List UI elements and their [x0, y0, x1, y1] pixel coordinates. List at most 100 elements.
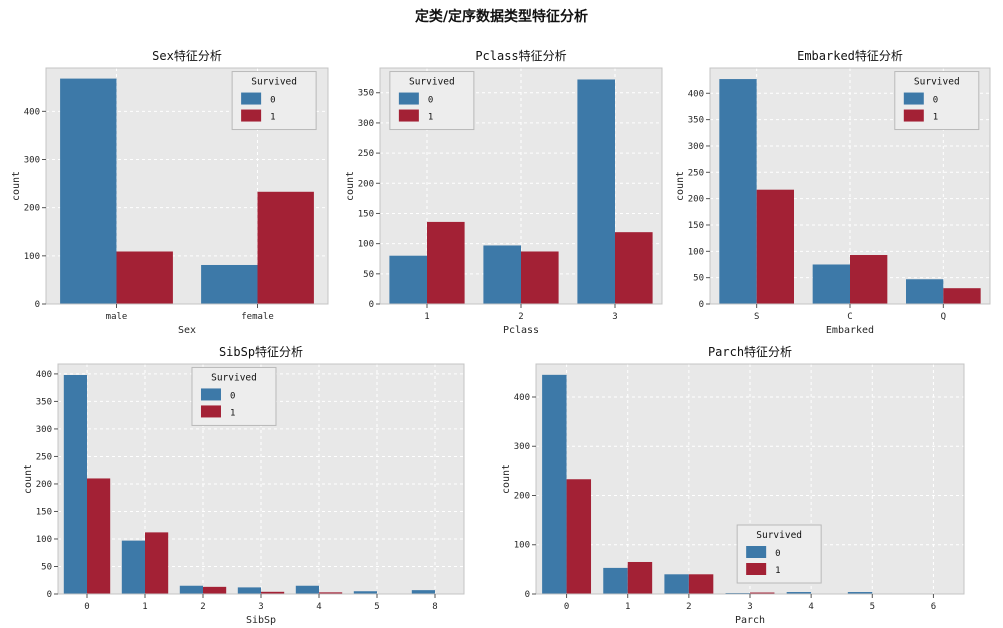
x-tick-label: 3: [258, 602, 263, 612]
legend: Survived 0 1: [389, 71, 475, 131]
y-tick-label: 200: [358, 179, 374, 189]
bar: [756, 189, 794, 304]
legend-swatch: [200, 405, 221, 418]
x-tick-label: 4: [808, 602, 813, 612]
bar: [719, 79, 757, 304]
y-tick-label: 100: [514, 541, 530, 551]
bar: [906, 279, 944, 304]
y-tick-label: 300: [358, 119, 374, 129]
legend-swatch: [398, 109, 419, 122]
y-tick-label: 150: [36, 507, 52, 517]
bar: [203, 586, 227, 594]
bar: [664, 574, 689, 594]
bar: [483, 245, 521, 304]
x-tick-label: 6: [931, 602, 936, 612]
bar: [786, 592, 812, 594]
x-tick-label: C: [847, 312, 852, 322]
y-tick-label: 300: [688, 142, 704, 152]
legend-label: 0: [428, 96, 433, 106]
legend-label: 0: [933, 96, 938, 106]
x-tick-label: 3: [747, 602, 752, 612]
y-tick-label: 50: [41, 562, 52, 572]
bar: [566, 479, 592, 594]
bar: [116, 251, 173, 304]
y-tick-label: 0: [47, 590, 52, 600]
x-tick-label: S: [754, 312, 759, 322]
y-tick-label: 50: [363, 270, 374, 280]
y-axis-label: count: [11, 171, 22, 201]
x-tick-label: 8: [432, 602, 437, 612]
legend-label: 1: [230, 408, 235, 418]
legend-label: 0: [775, 549, 780, 559]
x-tick-label: 2: [200, 602, 205, 612]
bar: [812, 264, 850, 304]
y-tick-label: 300: [514, 442, 530, 452]
y-tick-label: 400: [36, 370, 52, 380]
y-tick-label: 200: [24, 204, 40, 214]
bar: [145, 532, 169, 594]
bar: [353, 591, 377, 594]
x-tick-label: 1: [625, 602, 630, 612]
y-tick-label: 400: [688, 89, 704, 99]
y-tick-label: 200: [36, 480, 52, 490]
y-tick-label: 100: [688, 247, 704, 257]
chart-svg: 0 100 200 300 400 0 1 2 3 4 5 6 Parch特征分析 Parch count S…: [501, 344, 965, 626]
bar: [261, 591, 285, 594]
x-tick-label: 2: [686, 602, 691, 612]
chart-sex: 0 100 200 300 400 male female Sex特征分析 Sex count Su…: [8, 46, 336, 338]
y-tick-label: 50: [693, 274, 704, 284]
bar: [319, 592, 343, 594]
bar: [201, 264, 258, 304]
bar: [688, 574, 714, 594]
y-tick-label: 100: [358, 240, 374, 250]
chart-title: Sex特征分析: [152, 48, 222, 63]
chart-svg: 0 50 100 150 200 250 300 350 400 0 1 2 3 4 5 8 SibSp特征分析…: [23, 344, 465, 626]
x-tick-label: 5: [374, 602, 379, 612]
y-tick-label: 350: [358, 89, 374, 99]
y-axis-label: count: [345, 171, 356, 201]
y-tick-label: 0: [35, 300, 40, 310]
legend-label: 1: [270, 113, 275, 123]
bar: [63, 375, 87, 594]
x-axis-label: Embarked: [826, 325, 874, 336]
legend-swatch: [200, 388, 221, 401]
y-tick-label: 0: [525, 590, 530, 600]
bar: [627, 561, 653, 594]
bar: [615, 232, 653, 304]
y-tick-label: 350: [36, 397, 52, 407]
chart-title: Parch特征分析: [708, 344, 792, 359]
x-axis-label: Pclass: [503, 325, 539, 336]
y-tick-label: 400: [514, 393, 530, 403]
chart-embarked: 0 50 100 150 200 250 300 350 400 S C Q Embarked特征分析 E…: [672, 46, 998, 338]
legend-title: Survived: [211, 372, 257, 383]
chart-title: Embarked特征分析: [797, 48, 903, 63]
chart-svg: 0 50 100 150 200 250 300 350 400 S C Q Embarked特征分析 E…: [675, 48, 991, 336]
legend-swatch: [241, 109, 262, 122]
legend-label: 1: [933, 113, 938, 123]
y-tick-label: 250: [688, 168, 704, 178]
x-tick-label: 5: [870, 602, 875, 612]
bar: [237, 587, 261, 594]
chart-svg: 0 50 100 150 200 250 300 350 1 2 3 Pclass特征分析 Pclass…: [345, 48, 663, 336]
y-tick-label: 150: [688, 221, 704, 231]
y-tick-label: 400: [24, 107, 40, 117]
bar: [427, 221, 465, 304]
x-axis-label: SibSp: [246, 615, 276, 626]
chart-title: SibSp特征分析: [219, 344, 303, 359]
bar: [60, 78, 117, 304]
bar: [750, 592, 775, 594]
y-axis-label: count: [501, 464, 512, 494]
y-tick-label: 250: [358, 149, 374, 159]
chart-parch: 0 100 200 300 400 0 1 2 3 4 5 6 Parch特征分析 Parch count S…: [498, 342, 972, 628]
bar: [847, 592, 873, 594]
x-tick-label: 0: [84, 602, 89, 612]
y-tick-label: 350: [688, 116, 704, 126]
legend-swatch: [903, 92, 924, 105]
y-tick-label: 100: [36, 535, 52, 545]
x-tick-label: Q: [941, 312, 946, 322]
bar: [521, 251, 559, 304]
legend-label: 0: [270, 96, 275, 106]
legend-swatch: [746, 563, 767, 575]
bar: [577, 79, 615, 304]
